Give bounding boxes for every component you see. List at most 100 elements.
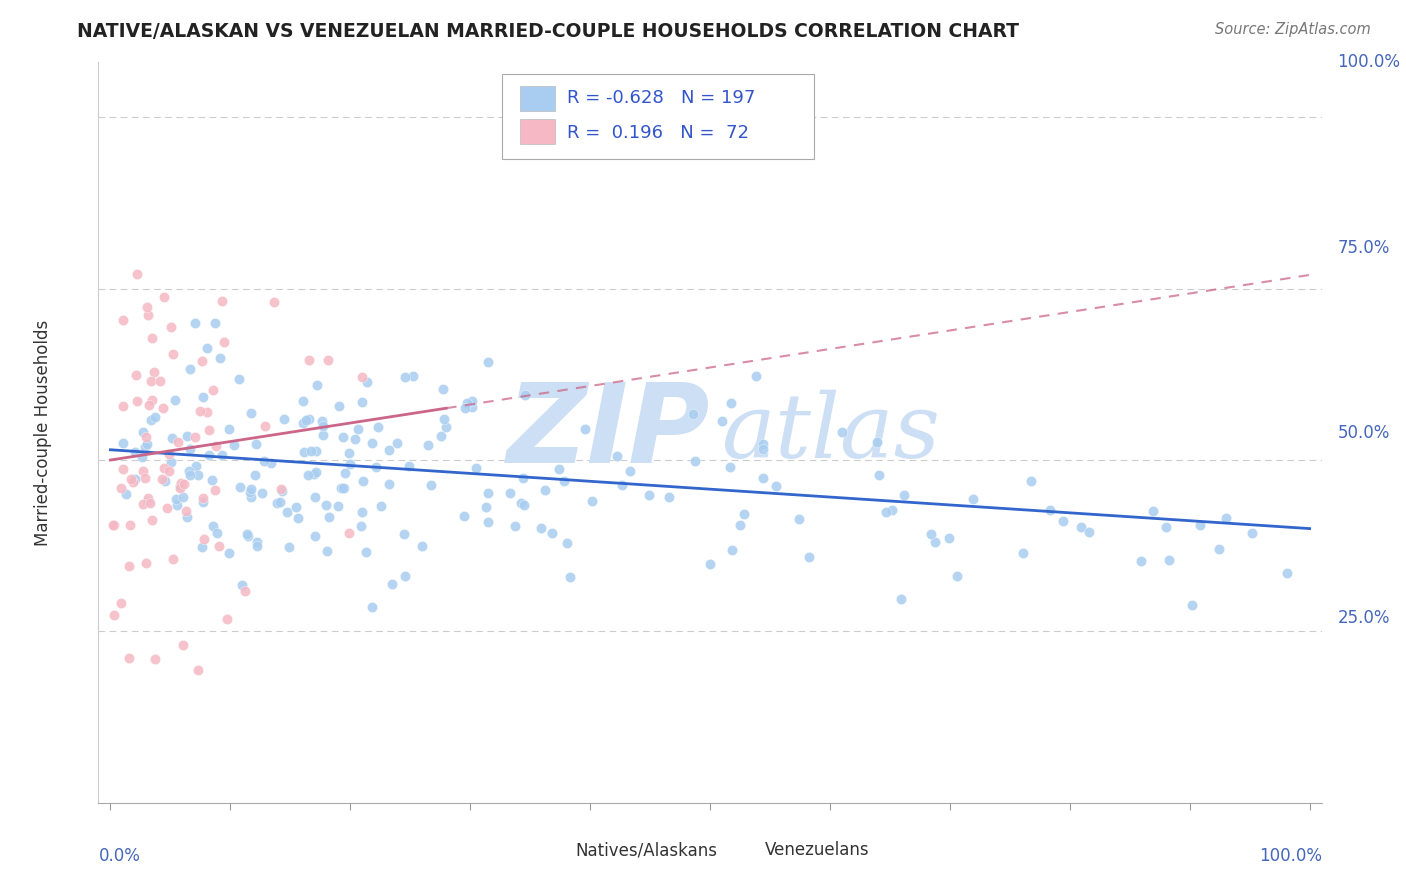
Point (125, 268, 148, 282)
Point (350, 519, 373, 533)
Point (246, 534, 269, 549)
Point (370, 499, 392, 513)
Text: 100.0%: 100.0% (1337, 54, 1400, 71)
Point (297, 468, 319, 483)
Point (139, 374, 162, 388)
Point (284, 500, 307, 514)
Point (253, 419, 276, 434)
Point (304, 491, 326, 505)
Point (394, 369, 416, 384)
Point (606, 449, 628, 463)
Point (287, 511, 309, 525)
Point (387, 436, 409, 450)
Point (231, 577, 253, 591)
Point (316, 352, 339, 367)
Point (295, 413, 318, 427)
Text: 75.0%: 75.0% (1337, 238, 1391, 257)
Point (172, 638, 194, 652)
Point (420, 478, 443, 492)
Point (1275, 566, 1298, 581)
Point (831, 425, 853, 440)
Point (191, 540, 214, 554)
Point (124, 473, 146, 487)
Point (111, 436, 134, 450)
Point (184, 430, 207, 444)
Point (179, 442, 201, 457)
Point (329, 481, 352, 495)
Point (1189, 518, 1212, 533)
Point (117, 650, 139, 665)
Point (512, 499, 534, 513)
Point (720, 396, 742, 410)
Point (188, 403, 211, 417)
Point (139, 413, 162, 427)
Point (1181, 599, 1204, 613)
Point (243, 468, 266, 483)
Point (581, 493, 603, 508)
FancyBboxPatch shape (502, 73, 814, 159)
Point (394, 569, 416, 583)
Point (208, 351, 231, 365)
Point (278, 540, 301, 554)
Point (125, 368, 148, 383)
Point (157, 446, 180, 460)
Point (176, 509, 198, 524)
Text: 100.0%: 100.0% (1258, 847, 1322, 865)
Point (311, 428, 333, 442)
Point (145, 652, 167, 666)
Point (138, 308, 160, 322)
Point (228, 372, 250, 386)
Point (889, 592, 911, 607)
Point (132, 425, 155, 439)
Point (292, 416, 315, 430)
Text: NATIVE/ALASKAN VS VENEZUELAN MARRIED-COUPLE HOUSEHOLDS CORRELATION CHART: NATIVE/ALASKAN VS VENEZUELAN MARRIED-COU… (77, 22, 1019, 41)
Point (111, 312, 134, 326)
Point (378, 442, 401, 457)
Point (402, 368, 425, 383)
Point (344, 433, 367, 447)
Point (503, 519, 526, 533)
Point (434, 420, 457, 434)
Point (204, 483, 226, 498)
Text: R =  0.196   N =  72: R = 0.196 N = 72 (567, 124, 749, 142)
Point (152, 401, 174, 415)
Point (540, 526, 562, 541)
Text: 0.0%: 0.0% (98, 847, 141, 865)
Point (315, 498, 337, 512)
Point (169, 479, 191, 493)
Text: Married-couple Households: Married-couple Households (34, 319, 52, 546)
Point (866, 435, 889, 450)
Point (193, 532, 215, 546)
Point (453, 401, 475, 415)
Point (184, 316, 207, 330)
Point (233, 583, 256, 598)
Point (350, 370, 373, 384)
Point (165, 393, 187, 408)
Point (364, 459, 387, 474)
Point (512, 471, 534, 485)
Point (411, 539, 433, 553)
Point (198, 448, 221, 462)
Point (240, 482, 263, 496)
Point (136, 491, 159, 506)
Point (699, 558, 721, 572)
Point (112, 462, 135, 476)
Point (332, 481, 354, 495)
Point (477, 485, 499, 500)
Point (224, 438, 246, 452)
Point (157, 464, 180, 478)
FancyBboxPatch shape (520, 120, 555, 144)
Point (135, 429, 157, 443)
Point (245, 437, 267, 451)
Point (962, 491, 984, 506)
Point (135, 556, 157, 570)
Point (266, 496, 288, 510)
Point (134, 440, 156, 454)
Point (312, 418, 335, 433)
Point (239, 406, 262, 420)
Point (141, 392, 163, 407)
Point (195, 341, 218, 355)
Point (765, 479, 787, 493)
Point (718, 459, 741, 474)
Point (418, 437, 440, 451)
